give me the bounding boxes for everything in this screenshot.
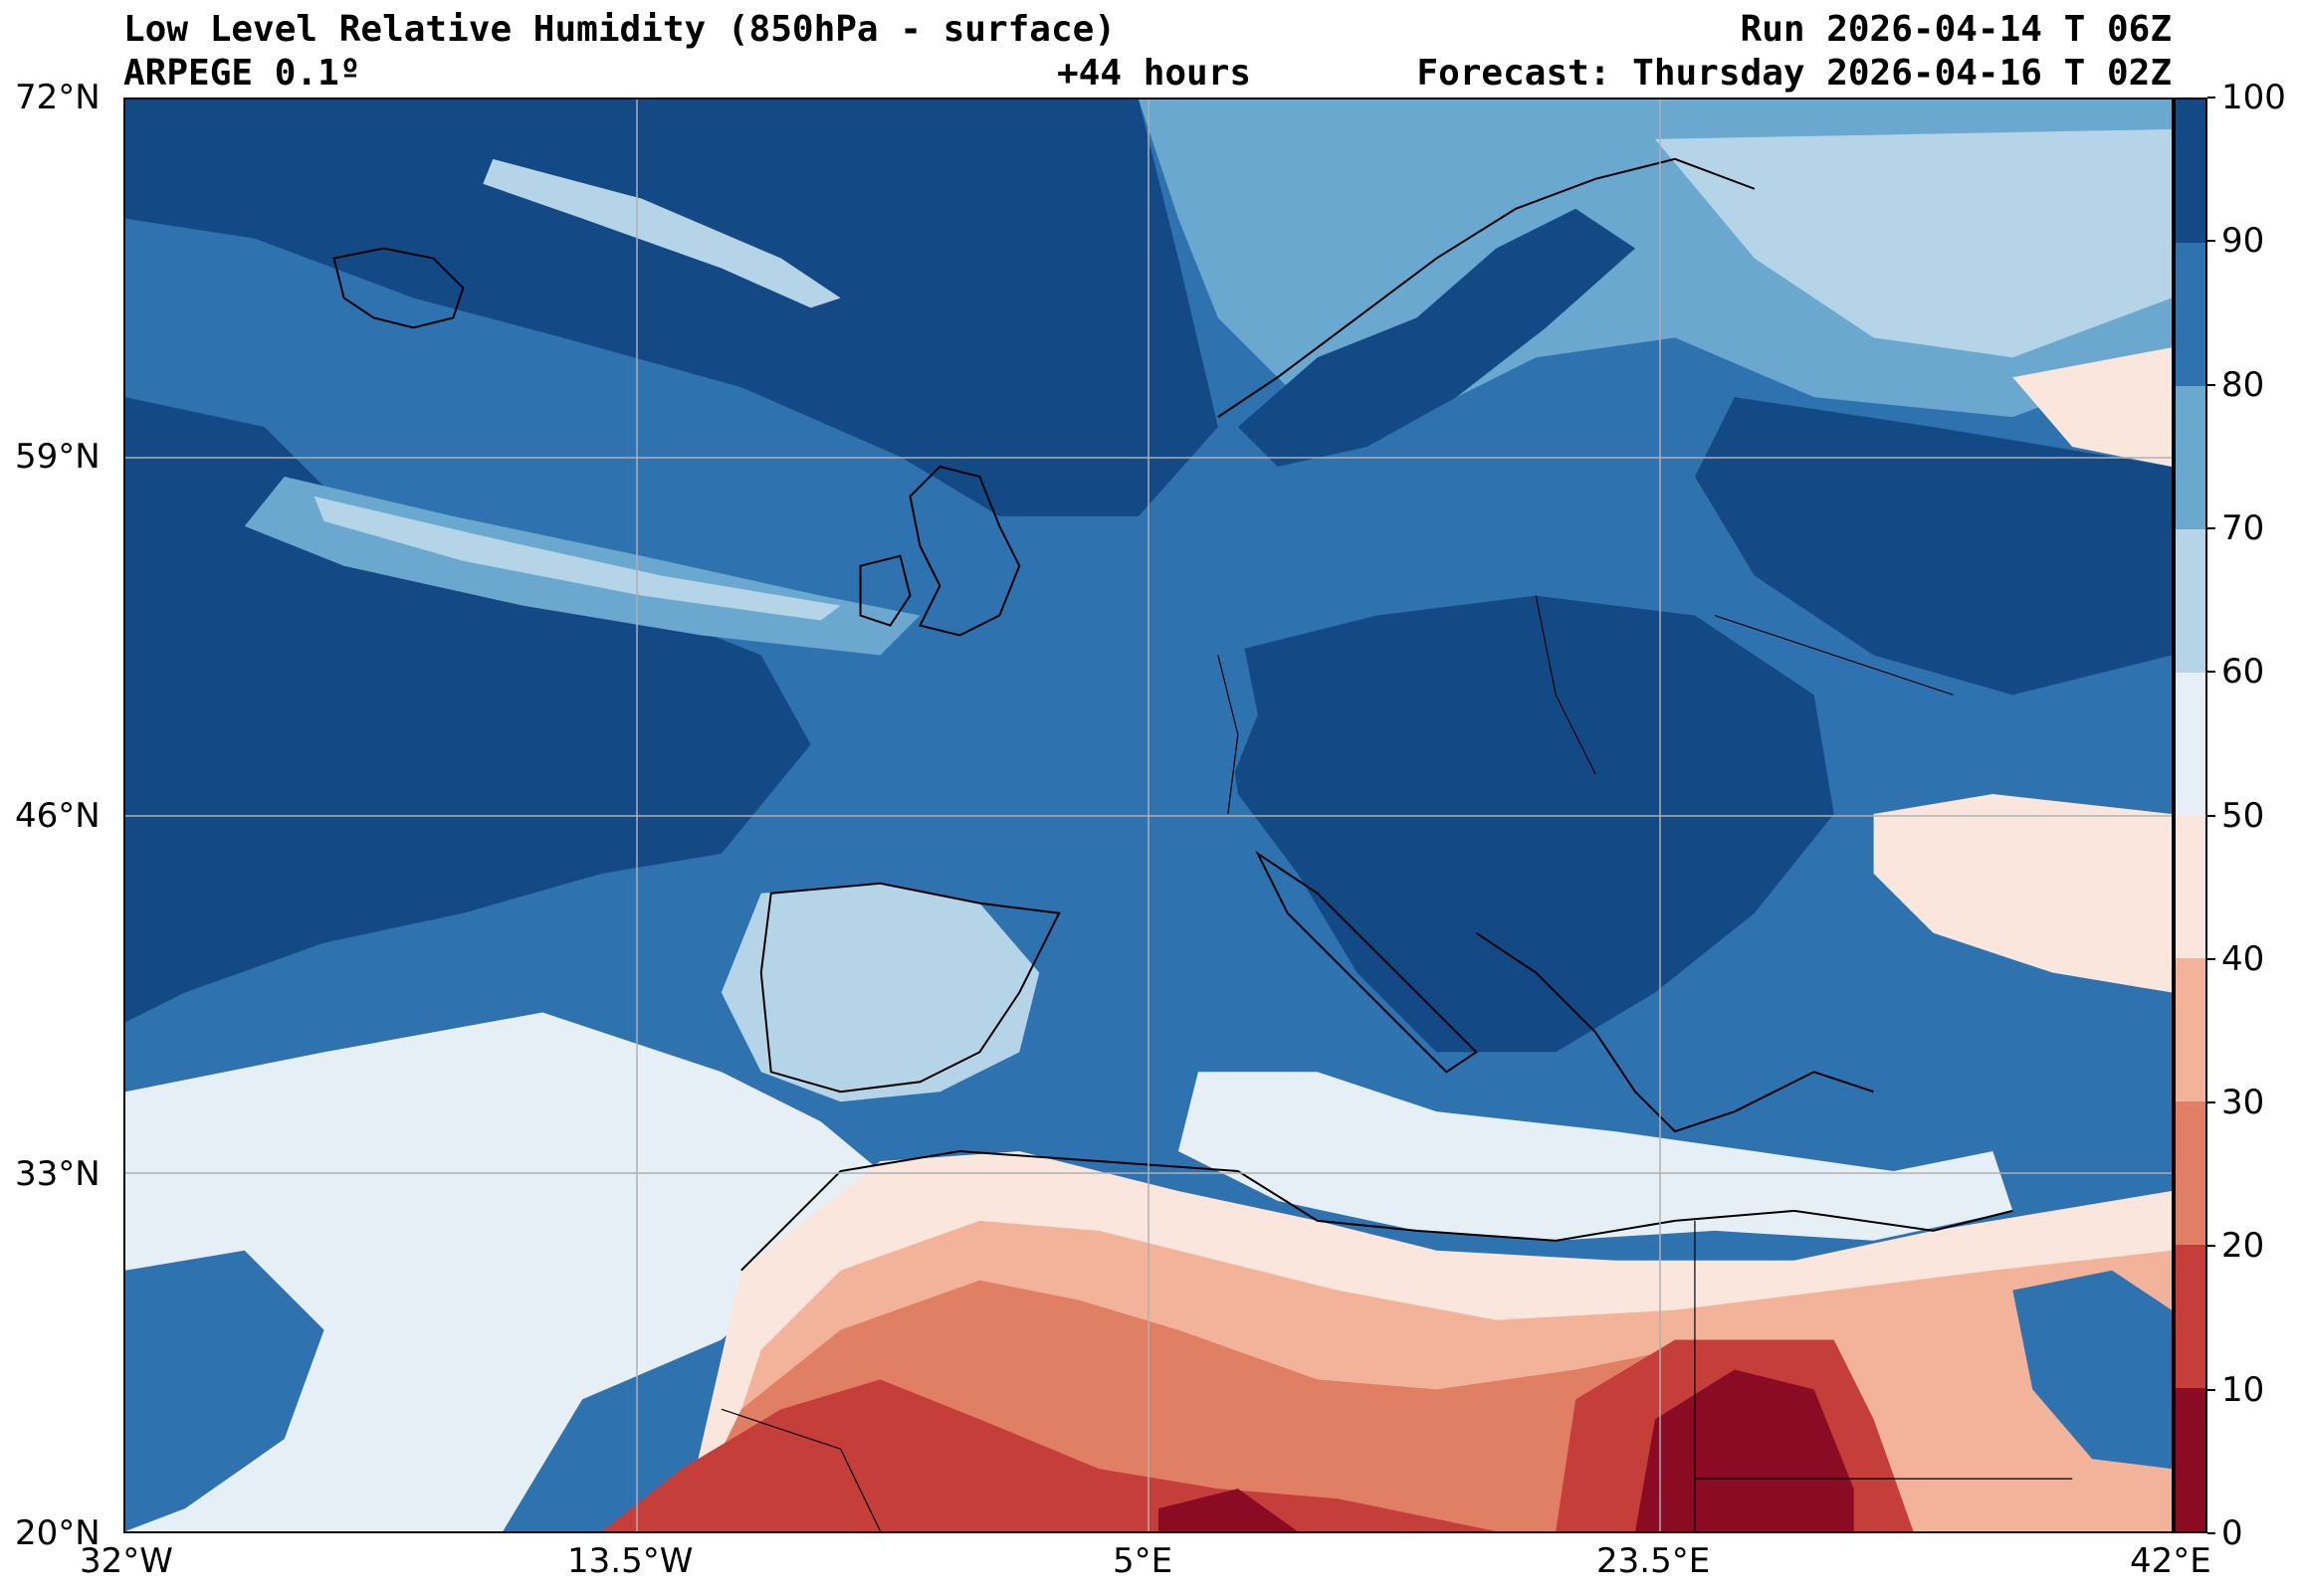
colorbar-tick-label: 20: [2221, 1226, 2265, 1267]
colorbar-tick-label: 40: [2221, 938, 2265, 979]
coastlines: [332, 157, 2013, 1272]
light-streak-north: [483, 158, 841, 308]
zone-iberia: [721, 883, 1040, 1102]
humid-zone-atlantic: [125, 100, 1218, 516]
colorbar-tick-mark: [2207, 240, 2215, 243]
colorbar-tick-label: 0: [2221, 1513, 2243, 1553]
zone-central-europe: [1217, 595, 1834, 1053]
lat-label-20: 20°N: [15, 1513, 101, 1553]
coast-ireland: [859, 554, 912, 627]
dry-streak: [314, 496, 841, 621]
colorbar-segment: [2176, 528, 2205, 674]
colorbar-tick-mark: [2207, 1101, 2215, 1104]
model-label: ARPEGE 0.1º: [123, 53, 361, 94]
gridlines: [125, 100, 2172, 1531]
lat-label-72: 72°N: [15, 78, 101, 117]
colorbar-tick-label: 30: [2221, 1083, 2265, 1123]
zone-eastern-europe: [1694, 397, 2172, 696]
borders: [721, 595, 2073, 1531]
lat-label-33: 33°N: [15, 1154, 101, 1194]
colorbar-segment: [2176, 385, 2205, 530]
lon-label-32W: 32°W: [80, 1541, 173, 1581]
colorbar-segment: [2176, 1388, 2205, 1531]
colorbar-segment: [2176, 958, 2205, 1103]
lon-label-5E: 5°E: [1113, 1541, 1173, 1581]
zone-driest-west: [1157, 1489, 1298, 1531]
zone-russia-dry: [2012, 347, 2172, 467]
colorbar-segment: [2176, 100, 2205, 244]
colorbar-segment: [2176, 1101, 2205, 1247]
colorbar-segment: [2176, 1245, 2205, 1390]
colorbar-tick-label: 50: [2221, 795, 2265, 836]
zone-med-light: [1177, 1072, 2013, 1241]
colorbar-tick-mark: [2207, 671, 2215, 674]
zone-red-sea-humid: [2012, 1270, 2172, 1470]
colorbar-segment: [2176, 815, 2205, 960]
map-title: Low Level Relative Humidity (850hPa - su…: [123, 9, 1116, 50]
colorbar-tick-mark: [2207, 97, 2215, 99]
colorbar-segment: [2176, 672, 2205, 817]
zone-sahara-10: [602, 1379, 1497, 1531]
colorbar-tick-mark: [2207, 526, 2215, 529]
coast-norway: [1217, 157, 1756, 418]
colorbar: [2174, 98, 2207, 1533]
lead-time-label: +44 hours: [1057, 53, 1252, 94]
colorbar-segment: [2176, 242, 2205, 387]
coast-africa-north: [740, 1150, 2013, 1272]
colorbar-tick-mark: [2207, 383, 2215, 386]
coast-iberia: [759, 882, 1061, 1094]
border-ukraine: [1714, 614, 1954, 696]
border-algeria-mali: [721, 1408, 882, 1531]
humidity-map: [123, 98, 2174, 1533]
colorbar-tick-mark: [2207, 814, 2215, 817]
zone-france: [959, 575, 1258, 854]
border-poland: [1535, 595, 1596, 775]
lon-label-42E: 42°E: [2130, 1541, 2211, 1581]
coast-italy: [1255, 850, 1478, 1074]
colorbar-tick-label: 100: [2221, 78, 2286, 117]
lon-label-13.5W: 13.5°W: [567, 1541, 694, 1581]
colorbar-tick-mark: [2207, 1388, 2215, 1391]
lat-label-46: 46°N: [15, 796, 101, 836]
coast-britain: [909, 465, 1021, 637]
colorbar-tick-label: 60: [2221, 652, 2265, 693]
colorbar-tick-label: 70: [2221, 507, 2265, 548]
zone-subtropic-atlantic: [125, 1012, 881, 1531]
lon-label-23.5E: 23.5°E: [1596, 1541, 1711, 1581]
border-france-germany: [1217, 655, 1239, 815]
colorbar-tick-label: 90: [2221, 221, 2265, 262]
colorbar-tick-mark: [2207, 1245, 2215, 1248]
colorbar-tick-label: 10: [2221, 1369, 2265, 1410]
zone-anatolia-dry: [1873, 794, 2172, 993]
zone-driest: [1635, 1369, 1854, 1531]
humid-zone-north-atlantic: [125, 397, 811, 1023]
coast-iceland: [332, 247, 465, 329]
colorbar-tick-mark: [2207, 957, 2215, 960]
map-canvas: [125, 100, 2172, 1531]
zone-west-atlantic-blue: [125, 1250, 324, 1531]
forecast-label: Forecast: Thursday 2026-04-16 T 02Z: [1416, 53, 2172, 94]
coast-balkans: [1475, 931, 1874, 1133]
run-label: Run 2026-04-14 T 06Z: [1740, 9, 2172, 50]
zone-norway-coast: [1237, 208, 1636, 467]
zone-northern-light: [1655, 128, 2172, 358]
lat-label-59: 59°N: [15, 437, 101, 477]
colorbar-tick-mark: [2207, 1532, 2215, 1534]
colorbar-tick-label: 80: [2221, 364, 2265, 405]
